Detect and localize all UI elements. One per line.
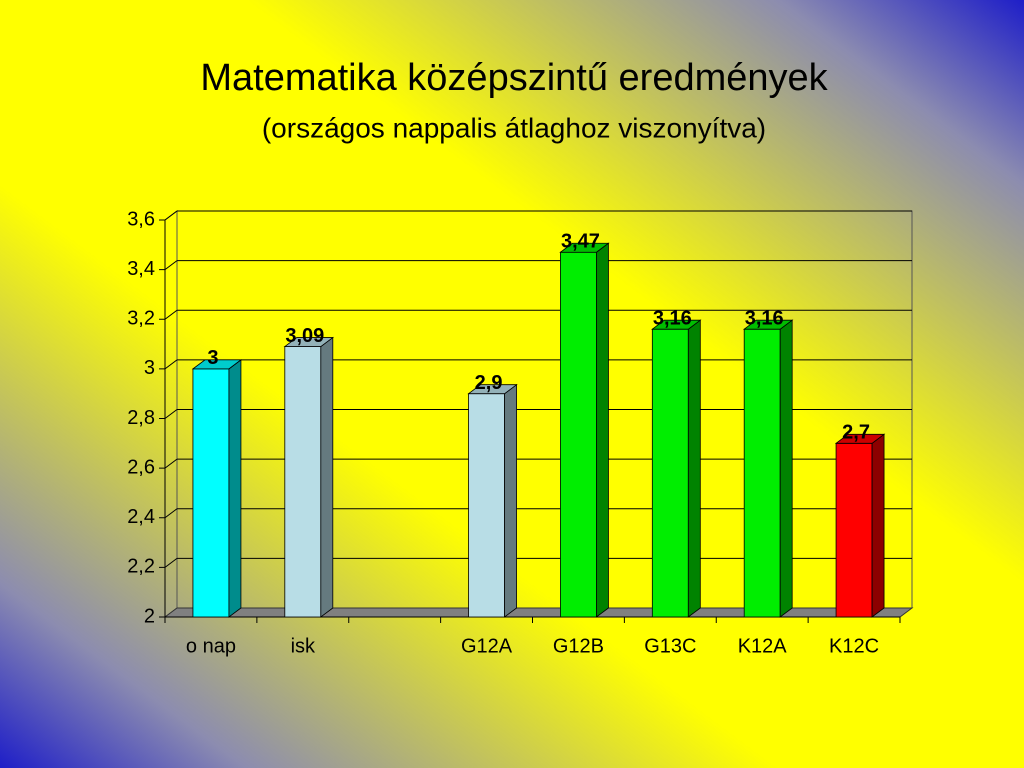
x-tick-label: K12A: [738, 635, 788, 657]
bar-side: [596, 242, 609, 618]
y-tick-label: 2,4: [127, 506, 155, 528]
bar-front: [835, 442, 873, 618]
x-tick-label: K12C: [829, 635, 879, 657]
y-tick-label: 2,8: [127, 407, 155, 429]
value-label: 2,7: [842, 422, 870, 444]
bar-side: [504, 383, 517, 618]
floor: [163, 607, 914, 618]
grid-line-side: [164, 210, 178, 221]
bar-front: [192, 368, 230, 618]
x-tick-label: G13C: [644, 635, 696, 657]
bar-front: [651, 328, 689, 618]
bar: [559, 242, 610, 618]
x-tick-label: isk: [291, 635, 316, 657]
bar-top: [467, 384, 518, 395]
x-tick-label: o nap: [186, 635, 236, 657]
y-tick-label: 3,4: [127, 258, 155, 280]
bar: [191, 359, 243, 618]
x-tick-label: G12A: [461, 635, 513, 657]
bar: [742, 319, 794, 618]
value-label: 3,47: [561, 231, 600, 253]
value-label: 3,16: [653, 307, 692, 329]
y-tick-label: 2,6: [127, 456, 155, 478]
chart-title: Matematika középszintű eredmények: [200, 57, 828, 99]
bar-side: [687, 319, 701, 618]
bar-front: [468, 393, 505, 618]
bar-top: [742, 319, 794, 330]
y-tick-label: 3: [144, 357, 155, 379]
y-tick-label: 2: [144, 605, 155, 627]
grid-line-side: [164, 458, 178, 469]
bar-front: [284, 346, 322, 618]
bar-top: [834, 433, 886, 444]
value-label: 3: [207, 347, 218, 369]
bar-side: [320, 336, 334, 618]
bar-top: [651, 319, 702, 330]
grid-line-side: [164, 359, 178, 370]
bar: [651, 319, 702, 618]
y-tick-label: 3,6: [127, 208, 155, 230]
bar-top: [191, 359, 243, 370]
bar-top: [283, 337, 335, 347]
bar-side: [871, 433, 885, 618]
chart-subtitle: (országos nappalis átlaghoz viszonyítva): [262, 112, 766, 143]
grid-line-side: [164, 260, 178, 271]
grid-line-side: [164, 508, 178, 519]
bar-front: [743, 328, 781, 618]
bar: [467, 383, 518, 618]
value-label: 3,16: [745, 307, 784, 329]
bar-top: [559, 242, 610, 253]
bar-side: [228, 359, 242, 618]
x-tick-label: G12B: [553, 635, 604, 657]
bar-front: [560, 251, 597, 618]
grid-line-side: [164, 409, 178, 419]
grid-line-side: [164, 309, 178, 320]
bar-side: [779, 319, 793, 618]
y-tick-label: 2,2: [127, 556, 155, 578]
grid-line-side: [164, 557, 178, 568]
value-label: 3,09: [285, 325, 324, 347]
value-label: 2,9: [475, 372, 503, 394]
y-tick-label: 3,2: [127, 308, 155, 330]
bar: [834, 433, 886, 618]
bar: [283, 336, 335, 618]
